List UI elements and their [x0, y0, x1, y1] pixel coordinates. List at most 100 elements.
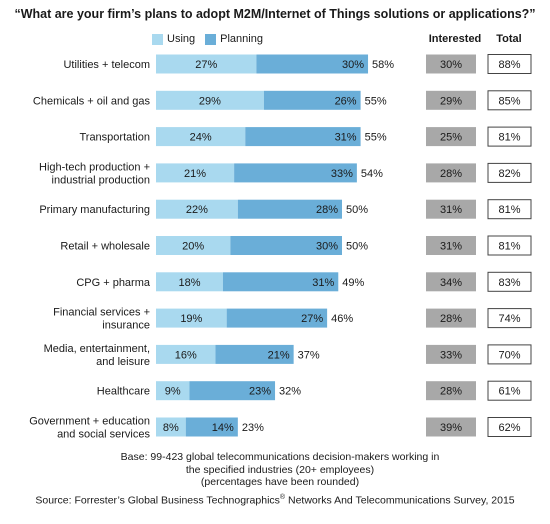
category-label: Retail + wholesale: [60, 241, 150, 253]
total-value: 81%: [498, 204, 520, 216]
category-label: Healthcare: [97, 386, 150, 398]
bar-using: [156, 199, 238, 219]
registered-mark: ®: [279, 494, 286, 501]
bar-using-value: 9%: [165, 386, 181, 398]
category-label: Primary manufacturing: [39, 204, 150, 216]
bar-total-label: 58%: [372, 59, 394, 71]
bar-planning-value: 30%: [316, 241, 338, 253]
category-label-line-2: industrial production: [52, 174, 150, 186]
interested-value: 25%: [440, 132, 462, 144]
bar-total-label: 32%: [279, 386, 301, 398]
category-label-line-1: Government + education: [29, 416, 150, 428]
total-value: 81%: [498, 132, 520, 144]
total-box: [487, 54, 532, 74]
category-label: Utilities + telecom: [63, 59, 150, 71]
bar-using: [156, 344, 216, 364]
legend-label-using: Using: [167, 33, 196, 45]
stacked-bar-chart: Utilities + telecom 27% 30% 58% 30% 88% Chemic…: [29, 54, 532, 441]
interested-box: [426, 236, 476, 255]
bar-planning-value: 23%: [249, 386, 271, 398]
bar-planning-value: 28%: [316, 204, 338, 216]
total-value: 82%: [498, 168, 520, 180]
total-column-header: Total: [496, 33, 522, 45]
bar-planning: [230, 236, 342, 255]
total-value: 85%: [498, 95, 520, 107]
total-box: [487, 344, 532, 365]
total-box: [487, 90, 532, 111]
bar-using: [156, 308, 227, 328]
interested-box: [426, 272, 476, 292]
bar-using-value: 19%: [180, 313, 202, 325]
bar-total-label: 50%: [346, 241, 368, 253]
total-box: [487, 271, 532, 292]
interested-value: 31%: [440, 241, 462, 253]
bar-using-value: 29%: [199, 95, 221, 107]
bar-planning: [237, 199, 342, 219]
chart-title: “What are your firm’s plans to adopt M2M…: [14, 7, 536, 21]
bar-using-value: 22%: [186, 204, 208, 216]
bar-planning: [226, 308, 328, 328]
base-note-line-3: (percentages have been rounded): [200, 476, 360, 488]
interested-value: 33%: [440, 349, 462, 361]
base-note-line-2: the specified industries (20+ employees): [185, 463, 375, 476]
bar-using: [156, 236, 231, 255]
interested-box: [426, 381, 476, 401]
interested-box: [426, 308, 476, 328]
total-value: 62%: [498, 422, 520, 434]
base-note: Base: 99-423 global telecommunications d…: [95, 451, 465, 489]
bar-planning: [185, 417, 238, 437]
bar-using: [156, 127, 246, 147]
bar-total-label: 54%: [361, 168, 383, 180]
bar-planning: [234, 163, 357, 183]
bar-using: [156, 163, 235, 183]
category-label-line-2: and social services: [57, 429, 150, 441]
bar-using-value: 21%: [184, 168, 206, 180]
bar-planning: [189, 381, 276, 401]
total-box: [487, 308, 532, 329]
bar-using-value: 18%: [178, 277, 200, 289]
interested-box: [426, 417, 476, 437]
interested-box: [426, 90, 476, 110]
interested-value: 30%: [440, 59, 462, 71]
total-box: [487, 126, 532, 147]
bar-planning-value: 21%: [268, 349, 290, 361]
total-box: [487, 380, 532, 401]
legend-label-planning: Planning: [220, 33, 263, 45]
category-label-line-2: insurance: [102, 320, 150, 332]
total-box: [487, 417, 532, 437]
bar-planning-value: 31%: [335, 132, 357, 144]
legend-swatch-planning: [205, 33, 217, 45]
category-label-line-1: Media, entertainment,: [44, 343, 150, 355]
source-line: Source: Forrester’s Global Business Tech…: [0, 494, 550, 507]
total-value: 88%: [498, 59, 520, 71]
interested-box: [426, 127, 476, 147]
source-text: Source: Forrester’s Global Business Tech…: [35, 494, 280, 507]
interested-value: 34%: [440, 277, 462, 289]
interested-value: 28%: [440, 386, 462, 398]
legend: Using Planning: [152, 33, 273, 45]
bar-using-value: 16%: [175, 349, 197, 361]
interested-value: 28%: [440, 168, 462, 180]
bar-using: [156, 54, 257, 74]
bar-using-value: 27%: [195, 59, 217, 71]
interested-value: 29%: [440, 95, 462, 107]
bar-using: [156, 90, 264, 110]
bar-total-label: 23%: [242, 422, 264, 434]
total-box: [487, 199, 532, 220]
legend-swatch-using: [152, 33, 163, 45]
category-label-line-1: High-tech production +: [39, 161, 150, 173]
bar-planning-value: 26%: [335, 95, 357, 107]
bar-planning: [256, 54, 369, 74]
category-label: CPG + pharma: [76, 277, 151, 289]
bar-total-label: 46%: [331, 313, 353, 325]
bar-planning: [215, 344, 294, 364]
bar-using: [156, 272, 223, 292]
bar-total-label: 55%: [365, 95, 387, 107]
interested-box: [426, 199, 476, 219]
bar-planning: [245, 127, 361, 147]
total-value: 70%: [498, 349, 520, 361]
interested-value: 39%: [440, 422, 462, 434]
bar-using-value: 24%: [190, 132, 212, 144]
total-value: 74%: [498, 313, 520, 325]
total-box: [487, 235, 532, 256]
